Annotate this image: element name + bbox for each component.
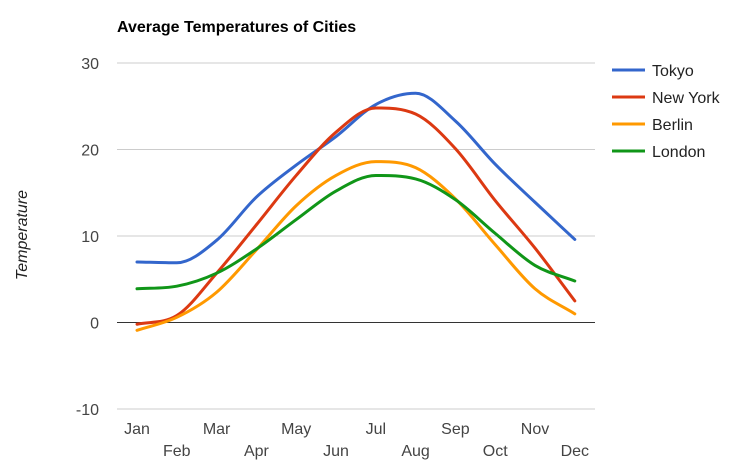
y-tick-label: 0 bbox=[90, 316, 99, 333]
y-tick-label: 10 bbox=[81, 229, 99, 246]
x-tick-label: Jul bbox=[366, 421, 386, 438]
x-tick-label: Dec bbox=[561, 443, 589, 460]
legend-label-tokyo: Tokyo bbox=[652, 63, 694, 80]
x-tick-label: Feb bbox=[163, 443, 191, 460]
y-axis-title: Temperature bbox=[14, 190, 31, 280]
series-line-london bbox=[135, 173, 577, 291]
x-tick-label: Sep bbox=[441, 421, 470, 438]
y-tick-label: 20 bbox=[81, 143, 99, 160]
x-tick-label: Apr bbox=[244, 443, 270, 460]
series-line-tokyo bbox=[135, 91, 577, 265]
series-lines bbox=[135, 91, 577, 332]
y-axis-ticks: -10 0 10 20 30 bbox=[76, 56, 99, 419]
chart-title: Average Temperatures of Cities bbox=[117, 19, 356, 36]
legend-label-new-york: New York bbox=[652, 90, 721, 107]
y-tick-label: 30 bbox=[81, 56, 99, 73]
legend: Tokyo New York Berlin London bbox=[612, 63, 721, 161]
x-tick-label: Aug bbox=[401, 443, 429, 460]
series-line-new-york bbox=[135, 106, 577, 326]
x-tick-label: Mar bbox=[203, 421, 231, 438]
x-tick-label: Oct bbox=[483, 443, 508, 460]
legend-label-berlin: Berlin bbox=[652, 117, 693, 134]
x-tick-label: Jan bbox=[124, 421, 150, 438]
y-tick-label: -10 bbox=[76, 402, 99, 419]
series-line-berlin bbox=[135, 160, 577, 332]
gridlines bbox=[117, 62, 595, 410]
x-axis-ticks: Jan Feb Mar Apr May Jun Jul Aug Sep Oct Nov Dec bbox=[124, 421, 589, 460]
x-tick-label: May bbox=[281, 421, 311, 438]
x-tick-label: Nov bbox=[521, 421, 549, 438]
x-tick-label: Jun bbox=[323, 443, 349, 460]
legend-label-london: London bbox=[652, 144, 705, 161]
